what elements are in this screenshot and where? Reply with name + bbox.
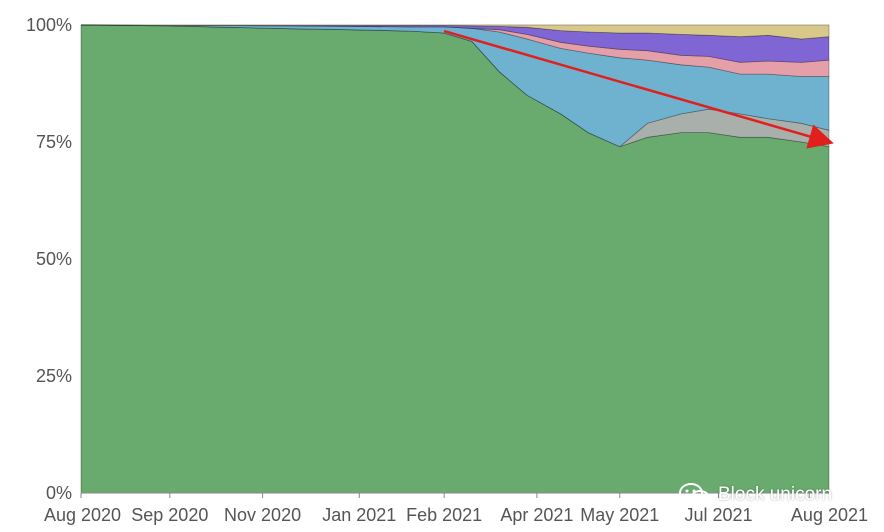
y-tick-label: 25%	[36, 366, 72, 386]
area-series-4	[80, 24, 830, 77]
area-series-3	[80, 24, 830, 148]
series-areas	[80, 24, 830, 494]
area-series-5	[80, 24, 830, 63]
annotations	[443, 29, 834, 149]
x-tick-label: Apr 2021	[500, 505, 573, 525]
y-tick-label: 100%	[26, 15, 72, 35]
wechat-icon	[679, 483, 710, 506]
x-tick-label: Feb 2021	[406, 505, 482, 525]
x-tick-label: Jul 2021	[684, 505, 752, 525]
watermark-text: Block unicorn	[718, 484, 833, 505]
y-tick-label: 0%	[46, 483, 72, 503]
y-tick-label: 50%	[36, 249, 72, 269]
trend-arrow	[443, 29, 834, 149]
y-axis: 0% 25% 50% 75% 100%	[26, 15, 72, 503]
x-tick-label: Nov 2020	[224, 505, 301, 525]
x-tick-label: Aug 2020	[44, 505, 121, 525]
x-axis: Aug 2020 Sep 2020 Nov 2020 Jan 2021 Feb 2021…	[44, 492, 868, 525]
x-tick-label: Sep 2020	[131, 505, 208, 525]
watermark: Block unicorn	[678, 482, 832, 508]
x-tick-label: May 2021	[580, 505, 659, 525]
x-tick-label: Jan 2021	[322, 505, 396, 525]
area-series-6	[80, 24, 830, 40]
x-tick-label: Aug 2021	[791, 505, 868, 525]
y-tick-label: 75%	[36, 132, 72, 152]
